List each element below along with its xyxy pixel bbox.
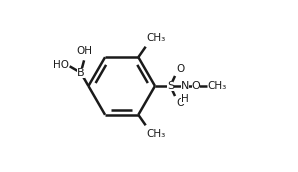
Text: O: O: [176, 98, 185, 108]
Text: CH₃: CH₃: [147, 129, 166, 139]
Text: H: H: [181, 94, 189, 104]
Text: O: O: [192, 81, 200, 91]
Text: B: B: [77, 68, 85, 78]
Text: HO: HO: [53, 60, 69, 71]
Text: N: N: [181, 81, 189, 91]
Text: OH: OH: [76, 46, 92, 56]
Text: CH₃: CH₃: [147, 33, 166, 43]
Text: O: O: [176, 64, 185, 74]
Text: S: S: [167, 81, 174, 91]
Text: CH₃: CH₃: [208, 81, 227, 91]
